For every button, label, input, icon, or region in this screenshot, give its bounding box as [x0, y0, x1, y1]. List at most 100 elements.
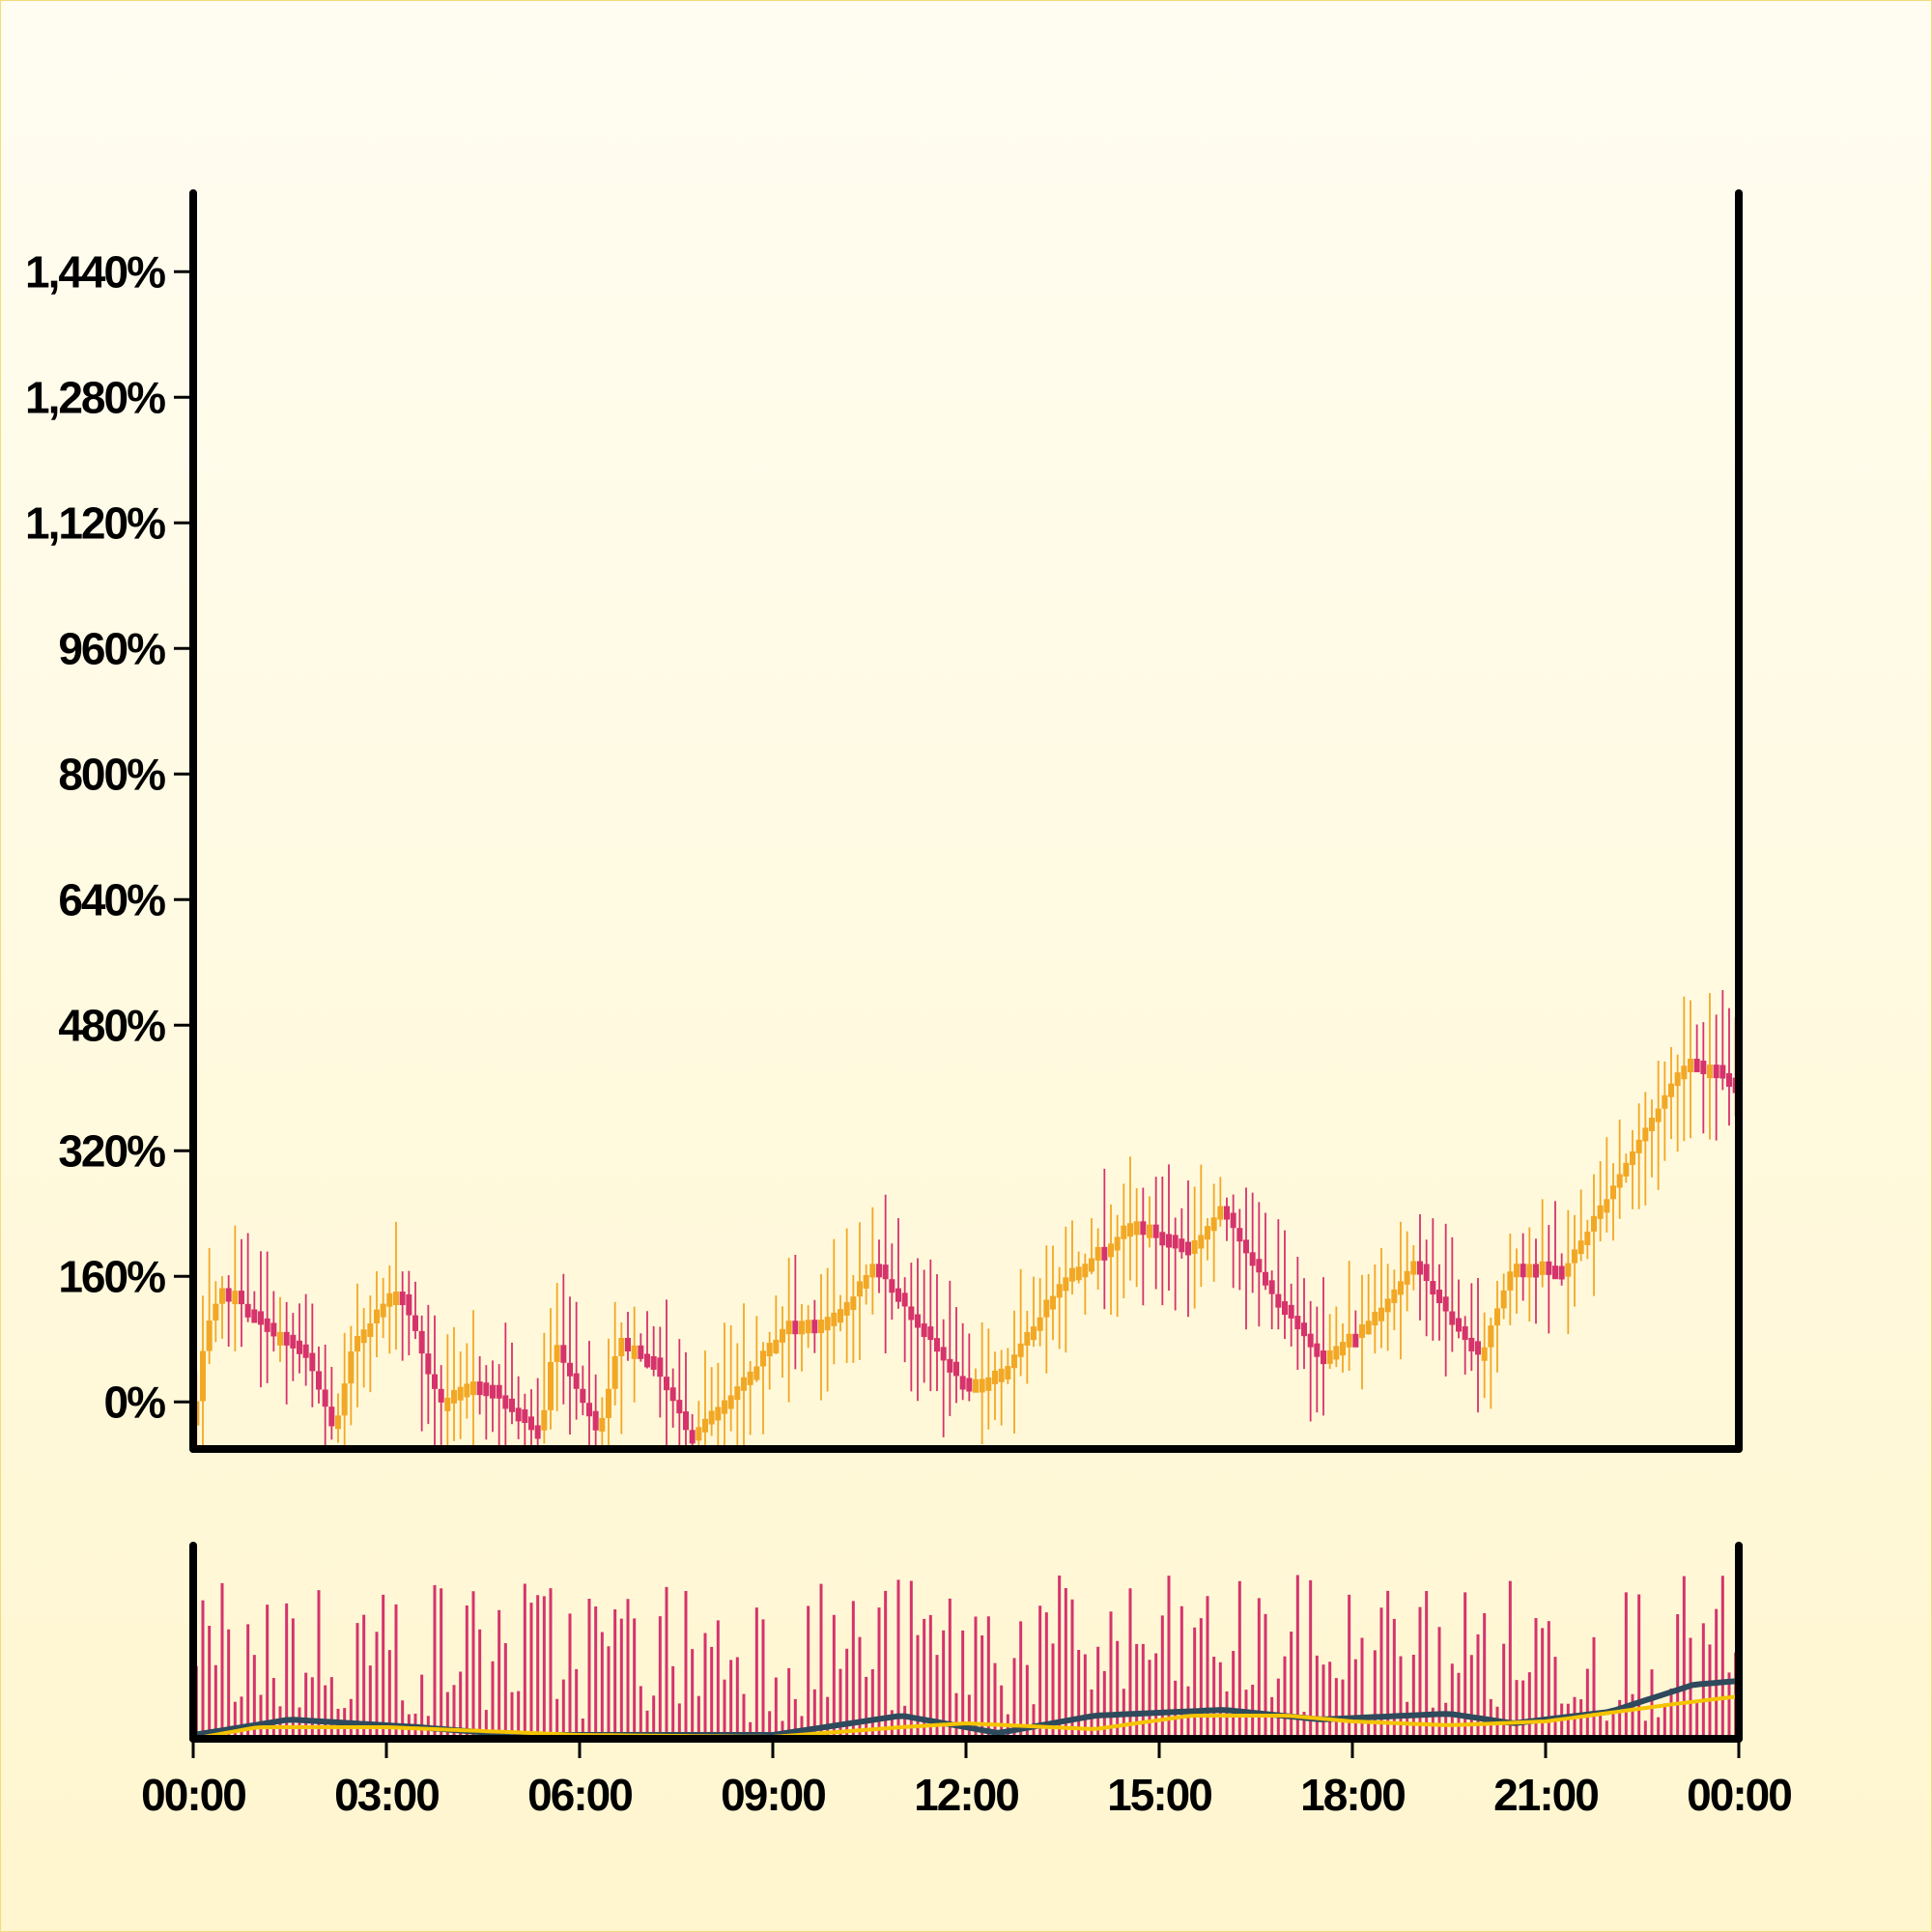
- candle-body: [606, 1388, 611, 1418]
- candle-body: [734, 1386, 741, 1401]
- candle-body: [1577, 1240, 1584, 1255]
- candle-body: [1256, 1259, 1263, 1273]
- candle-body: [418, 1330, 425, 1354]
- candle-body: [586, 1403, 592, 1417]
- candle-body: [490, 1384, 496, 1399]
- candle-body: [1101, 1246, 1108, 1261]
- candle-body: [464, 1383, 470, 1398]
- candle-body: [1043, 1299, 1050, 1318]
- candle-body: [708, 1410, 715, 1425]
- x-tick-label: 12:00: [914, 1770, 1018, 1820]
- candle-body: [470, 1381, 476, 1396]
- candle-body: [1597, 1205, 1604, 1219]
- candle-body: [200, 1350, 206, 1402]
- candle-body: [1179, 1238, 1185, 1253]
- candle-body: [1140, 1221, 1147, 1236]
- candle-body: [360, 1329, 367, 1344]
- candle-body: [1236, 1228, 1243, 1242]
- candle-body: [664, 1377, 669, 1391]
- candle-body: [522, 1409, 528, 1424]
- candle-body: [1321, 1350, 1326, 1365]
- candle-body: [1565, 1263, 1572, 1277]
- candle-body: [1674, 1072, 1681, 1087]
- candle-body: [1230, 1212, 1236, 1229]
- candle-body: [1494, 1308, 1500, 1326]
- candle-body: [1133, 1221, 1140, 1236]
- candle-body: [780, 1328, 785, 1343]
- candle-body: [1301, 1322, 1307, 1337]
- candle-body: [548, 1361, 554, 1410]
- candle-body: [1166, 1234, 1172, 1248]
- candle-body: [1089, 1258, 1094, 1272]
- candle-body: [515, 1407, 522, 1422]
- candle-body: [966, 1378, 973, 1392]
- candle-body: [1333, 1346, 1340, 1360]
- candle-body: [1635, 1139, 1642, 1153]
- candle-body: [715, 1406, 722, 1421]
- candle-body: [1224, 1206, 1230, 1220]
- axes: [174, 189, 1743, 1758]
- candle-body: [438, 1388, 444, 1403]
- candle-body: [1481, 1347, 1488, 1361]
- candle-body: [895, 1288, 901, 1302]
- candle-body: [959, 1376, 966, 1390]
- candle-body: [509, 1398, 515, 1412]
- candle-body: [1604, 1199, 1610, 1213]
- candle-body: [1378, 1307, 1384, 1321]
- candle-body: [702, 1418, 708, 1433]
- candle-body: [258, 1311, 264, 1325]
- candle-body: [432, 1374, 438, 1389]
- x-axis-labels: 00:00 03:00 06:00 09:00 12:00 15:00 18:00 21:00…: [141, 1770, 1793, 1820]
- candle-body: [876, 1264, 882, 1278]
- candle-body: [838, 1309, 843, 1323]
- candle-body: [1005, 1366, 1011, 1380]
- candle-body: [1198, 1235, 1205, 1249]
- candle-body: [219, 1288, 225, 1304]
- candle-body: [1340, 1342, 1346, 1356]
- candle-body: [1217, 1206, 1224, 1220]
- y-tick-label: 480%: [58, 1000, 165, 1050]
- y-tick-label: 1,120%: [25, 497, 165, 548]
- candle-body: [1584, 1231, 1591, 1245]
- candle-body: [1147, 1224, 1152, 1238]
- candle-body: [1094, 1246, 1101, 1261]
- candle-body: [1610, 1185, 1616, 1200]
- candle-body: [1591, 1215, 1597, 1232]
- candle-body: [1108, 1243, 1114, 1258]
- candle-body: [992, 1370, 998, 1384]
- candle-body: [683, 1411, 689, 1431]
- y-tick-label: 320%: [58, 1125, 165, 1176]
- candle-body: [1423, 1264, 1430, 1282]
- y-tick-label: 640%: [58, 874, 165, 924]
- candle-body: [985, 1377, 992, 1391]
- candle-body: [953, 1361, 959, 1377]
- candle-body: [843, 1301, 850, 1316]
- candle-body: [476, 1381, 483, 1396]
- candle-body: [1616, 1174, 1623, 1188]
- x-tick-label: 00:00: [141, 1770, 245, 1820]
- candle-body: [1031, 1326, 1037, 1341]
- candle-body: [915, 1314, 921, 1328]
- candle-body: [1430, 1281, 1436, 1295]
- candle-body: [753, 1366, 760, 1380]
- volume-lines: [192, 1678, 1740, 1741]
- candle-body: [1726, 1073, 1732, 1088]
- candle-body: [657, 1357, 664, 1378]
- candle-body: [502, 1395, 509, 1409]
- candle-body: [1642, 1127, 1649, 1142]
- candle-body: [1384, 1298, 1391, 1313]
- candle-body: [998, 1368, 1005, 1382]
- candle-body: [1307, 1333, 1314, 1348]
- candle-body: [1719, 1065, 1726, 1079]
- candle-body: [644, 1353, 650, 1368]
- candle-body: [444, 1397, 451, 1411]
- candle-body: [277, 1331, 283, 1346]
- candle-body: [1623, 1162, 1630, 1177]
- candle-body: [850, 1296, 857, 1311]
- candle-body: [1442, 1296, 1449, 1312]
- candle-body: [251, 1309, 258, 1323]
- candle-body: [1268, 1280, 1275, 1294]
- candle-body: [638, 1345, 644, 1359]
- candle-body: [1520, 1264, 1526, 1278]
- candle-body: [335, 1415, 341, 1430]
